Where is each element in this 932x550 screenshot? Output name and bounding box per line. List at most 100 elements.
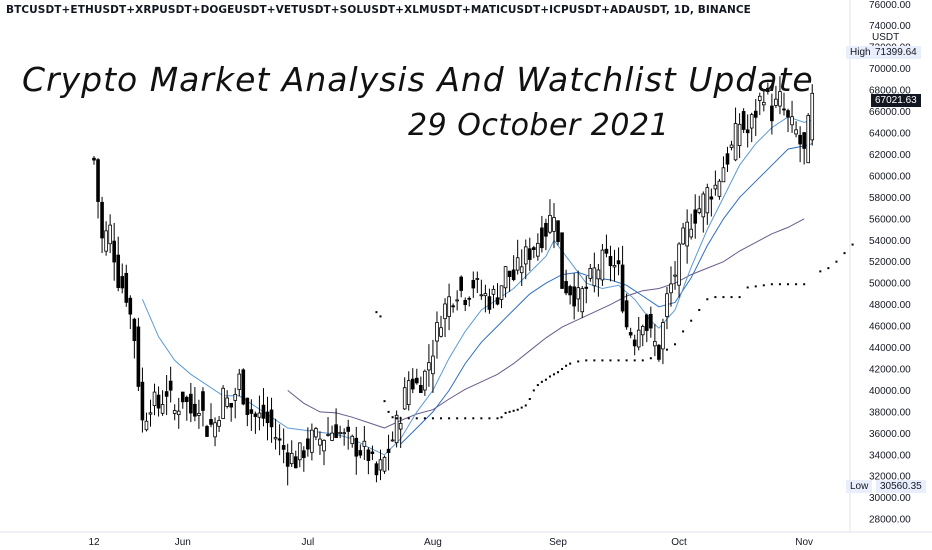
candle-body bbox=[193, 403, 197, 417]
price-tick-label: 52000.00 bbox=[869, 257, 911, 268]
sar-dot bbox=[395, 417, 398, 420]
candle-body bbox=[443, 303, 447, 320]
sar-dot bbox=[714, 296, 717, 299]
sar-dot bbox=[665, 348, 668, 351]
candle-body bbox=[439, 327, 443, 337]
sar-dot bbox=[399, 417, 402, 420]
sar-dot bbox=[375, 311, 378, 314]
price-tick-label: 58000.00 bbox=[869, 193, 911, 204]
candle-body bbox=[540, 227, 544, 249]
sar-dot bbox=[524, 404, 527, 407]
sar-dot bbox=[617, 359, 620, 362]
candle-body bbox=[398, 423, 403, 430]
candle-body bbox=[197, 412, 201, 416]
candle-body bbox=[640, 325, 645, 336]
price-tick-label: 50000.00 bbox=[869, 279, 911, 290]
candle-body bbox=[185, 396, 189, 403]
candle-body bbox=[794, 129, 798, 135]
candle-body bbox=[515, 257, 520, 271]
candle-body bbox=[172, 410, 177, 414]
candle-body bbox=[447, 296, 451, 317]
candle-body bbox=[108, 224, 112, 245]
candle-body bbox=[338, 431, 342, 435]
price-axis[interactable]: 28000.00 30000.00 32000.00 34000.00 36000.00… bbox=[869, 0, 911, 526]
price-tick-label: 54000.00 bbox=[869, 236, 911, 247]
candle-body bbox=[310, 429, 314, 453]
sar-dot bbox=[698, 308, 701, 311]
candle-body bbox=[665, 293, 669, 317]
sar-dot bbox=[496, 417, 499, 420]
candle-body bbox=[661, 322, 665, 350]
candle-body bbox=[552, 217, 556, 232]
candle-body bbox=[229, 402, 233, 408]
candle-body bbox=[217, 420, 221, 427]
time-tick-label: Sep bbox=[549, 537, 567, 548]
current-price-tag: 67021.63 bbox=[871, 94, 921, 107]
candle-body bbox=[588, 268, 593, 279]
candle-body bbox=[132, 318, 137, 342]
candle-body bbox=[560, 232, 564, 289]
candle-body bbox=[657, 344, 661, 360]
candle-body bbox=[314, 428, 318, 438]
candle-body bbox=[523, 246, 528, 265]
candle-body bbox=[649, 313, 653, 329]
time-tick-label: Aug bbox=[424, 537, 442, 548]
candle-body bbox=[265, 411, 270, 424]
price-tick-label: 42000.00 bbox=[869, 364, 911, 375]
low-value-tag: 30560.35 bbox=[876, 480, 926, 493]
candle-body bbox=[205, 426, 209, 437]
candle-body bbox=[778, 91, 782, 107]
candle-body bbox=[382, 456, 387, 472]
sar-dot bbox=[674, 343, 677, 346]
candle-body bbox=[112, 240, 116, 263]
candle-body bbox=[144, 420, 149, 431]
candle-body bbox=[806, 115, 810, 164]
price-tick-label: 36000.00 bbox=[869, 429, 911, 440]
sar-dot bbox=[819, 270, 822, 273]
sar-dot bbox=[657, 352, 660, 355]
candle-body bbox=[471, 279, 476, 289]
candle-body bbox=[366, 449, 371, 461]
candle-body bbox=[572, 286, 576, 307]
candle-body bbox=[709, 196, 714, 200]
candle-body bbox=[180, 391, 185, 403]
sar-dot bbox=[787, 283, 790, 286]
candle-body bbox=[612, 265, 617, 268]
sar-dot bbox=[387, 410, 390, 413]
time-axis[interactable]: 12 Jun Jul Aug Sep Oct Nov bbox=[88, 537, 813, 548]
candle-body bbox=[410, 378, 415, 390]
candle-body bbox=[201, 391, 205, 411]
price-tick-label: 66000.00 bbox=[869, 107, 911, 118]
candle-body bbox=[289, 452, 294, 465]
candle-body bbox=[802, 132, 806, 149]
candle-body bbox=[511, 269, 516, 281]
candle-body bbox=[519, 266, 524, 274]
candle-body bbox=[673, 274, 677, 277]
candle-body bbox=[423, 370, 427, 391]
candle-body bbox=[681, 227, 685, 245]
candle-body bbox=[669, 283, 673, 294]
candle-body bbox=[532, 247, 536, 251]
candle-body bbox=[148, 412, 153, 415]
candle-body bbox=[128, 297, 133, 315]
candle-body bbox=[233, 393, 238, 401]
symbol-legend[interactable]: BTCUSDT+ETHUSDT+XRPUSDT+DOGEUSDT+VETUSDT… bbox=[6, 4, 751, 16]
time-tick-label: Nov bbox=[795, 537, 813, 548]
time-tick-label: Oct bbox=[671, 537, 687, 548]
candle-body bbox=[245, 397, 250, 415]
candle-body bbox=[431, 355, 435, 375]
candle-body bbox=[600, 249, 605, 281]
candle-body bbox=[741, 111, 746, 130]
slow-ma-line bbox=[287, 218, 805, 429]
candle-body bbox=[241, 369, 246, 405]
candle-body bbox=[358, 450, 363, 456]
candle-body bbox=[556, 220, 560, 243]
candle-body bbox=[701, 193, 706, 218]
sar-dot bbox=[516, 408, 519, 411]
candle-body bbox=[729, 144, 734, 148]
candle-body bbox=[116, 254, 121, 288]
price-tick-label: 70000.00 bbox=[869, 64, 911, 75]
candle-body bbox=[152, 391, 157, 407]
candle-body bbox=[362, 440, 367, 447]
